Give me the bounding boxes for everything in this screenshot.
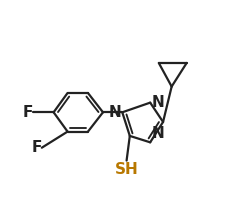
Text: N: N [151,95,164,110]
Text: F: F [23,105,33,120]
Text: N: N [109,105,121,120]
Text: N: N [151,126,164,141]
Text: F: F [31,140,42,155]
Text: SH: SH [115,162,139,177]
